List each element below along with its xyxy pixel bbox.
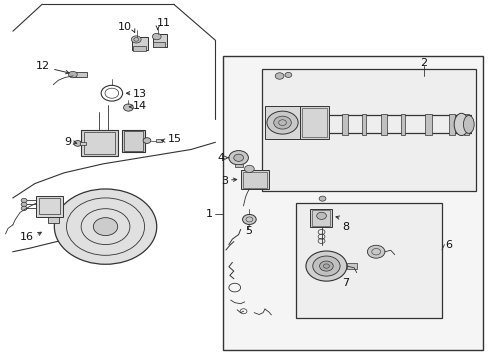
Circle shape: [233, 154, 243, 161]
Circle shape: [21, 202, 27, 207]
Text: 2: 2: [420, 58, 427, 68]
Bar: [156, 139, 161, 142]
Bar: [133, 45, 145, 50]
Text: 10: 10: [117, 22, 131, 32]
Bar: [80, 141, 85, 145]
Circle shape: [312, 256, 339, 276]
Circle shape: [21, 198, 27, 203]
Bar: [122, 130, 145, 152]
Bar: [302, 108, 327, 137]
Bar: [361, 114, 366, 135]
Bar: [448, 114, 454, 135]
Text: 13: 13: [132, 89, 146, 99]
Text: 9: 9: [64, 138, 71, 147]
Text: 11: 11: [157, 18, 170, 28]
Ellipse shape: [463, 116, 473, 134]
Circle shape: [74, 140, 81, 146]
Bar: [300, 107, 329, 139]
Bar: [153, 42, 164, 46]
Circle shape: [244, 165, 254, 172]
Text: 6: 6: [445, 239, 451, 249]
Circle shape: [316, 212, 326, 220]
Ellipse shape: [453, 113, 468, 135]
Bar: [400, 114, 405, 135]
Text: 4: 4: [218, 153, 224, 163]
Bar: [295, 203, 441, 318]
Text: 16: 16: [20, 232, 34, 242]
Bar: [153, 34, 167, 46]
Circle shape: [93, 218, 118, 235]
Bar: [48, 209, 59, 223]
Bar: [240, 170, 268, 189]
Bar: [132, 37, 148, 50]
Bar: [463, 114, 468, 135]
Bar: [222, 56, 483, 350]
Bar: [73, 72, 87, 77]
Circle shape: [273, 116, 291, 129]
Circle shape: [131, 36, 141, 43]
Bar: [310, 209, 331, 227]
Bar: [36, 196, 62, 217]
Circle shape: [275, 73, 284, 79]
Bar: [123, 131, 143, 150]
Circle shape: [319, 261, 332, 271]
Circle shape: [266, 111, 298, 134]
Text: 15: 15: [167, 135, 181, 144]
Circle shape: [54, 189, 157, 264]
Text: 3: 3: [221, 176, 227, 186]
Circle shape: [319, 196, 325, 201]
Bar: [341, 114, 347, 135]
Circle shape: [323, 264, 329, 268]
Bar: [261, 69, 475, 191]
Bar: [346, 263, 356, 269]
Bar: [380, 114, 386, 135]
Circle shape: [228, 150, 248, 165]
Text: 12: 12: [36, 61, 50, 71]
Circle shape: [242, 215, 256, 225]
Bar: [242, 172, 266, 188]
Circle shape: [305, 251, 346, 281]
Bar: [83, 132, 115, 154]
Text: 1: 1: [206, 209, 213, 219]
Bar: [81, 130, 118, 156]
Text: 7: 7: [341, 278, 348, 288]
Text: 8: 8: [341, 222, 348, 232]
Circle shape: [152, 33, 161, 40]
Bar: [234, 164, 242, 167]
Bar: [39, 198, 60, 215]
Text: 5: 5: [244, 226, 251, 236]
Text: 14: 14: [132, 102, 146, 112]
Bar: [311, 210, 330, 226]
Circle shape: [68, 71, 77, 78]
Bar: [424, 114, 431, 135]
Circle shape: [285, 72, 291, 77]
Circle shape: [21, 206, 27, 211]
Circle shape: [123, 104, 133, 111]
Bar: [264, 107, 300, 139]
Circle shape: [143, 138, 151, 143]
Circle shape: [366, 245, 384, 258]
